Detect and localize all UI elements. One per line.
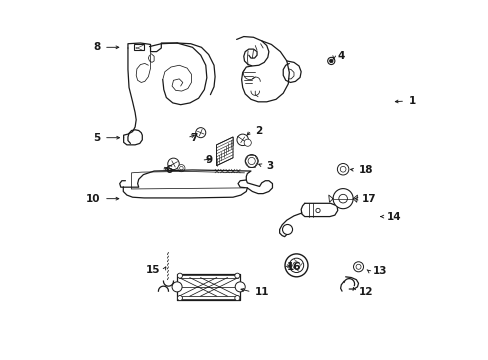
Text: 7: 7 bbox=[190, 133, 198, 143]
Circle shape bbox=[289, 258, 303, 273]
Circle shape bbox=[338, 194, 346, 203]
Text: 12: 12 bbox=[358, 287, 372, 297]
Circle shape bbox=[178, 165, 184, 172]
Text: 18: 18 bbox=[358, 165, 372, 175]
Text: 14: 14 bbox=[386, 212, 401, 221]
Text: 5: 5 bbox=[93, 133, 100, 143]
Text: 17: 17 bbox=[362, 194, 376, 204]
Text: 8: 8 bbox=[93, 42, 100, 52]
Circle shape bbox=[285, 254, 307, 277]
Text: 6: 6 bbox=[164, 165, 172, 175]
Circle shape bbox=[195, 128, 205, 138]
Circle shape bbox=[177, 296, 182, 301]
Circle shape bbox=[237, 134, 248, 145]
Text: 11: 11 bbox=[255, 287, 269, 297]
Circle shape bbox=[282, 225, 292, 234]
Bar bbox=[134, 44, 144, 50]
Circle shape bbox=[234, 296, 239, 301]
Text: 2: 2 bbox=[255, 126, 262, 135]
Circle shape bbox=[340, 166, 346, 172]
Text: 15: 15 bbox=[145, 265, 160, 275]
Circle shape bbox=[327, 57, 334, 64]
Polygon shape bbox=[216, 137, 233, 166]
Circle shape bbox=[337, 163, 348, 175]
Circle shape bbox=[167, 158, 179, 170]
Text: 3: 3 bbox=[265, 161, 273, 171]
Circle shape bbox=[353, 262, 363, 272]
Text: 10: 10 bbox=[86, 194, 100, 204]
Circle shape bbox=[355, 264, 360, 269]
Text: 9: 9 bbox=[204, 155, 212, 165]
Text: 13: 13 bbox=[372, 266, 386, 276]
Circle shape bbox=[234, 273, 239, 278]
Circle shape bbox=[292, 262, 300, 269]
Circle shape bbox=[177, 273, 182, 278]
Text: 4: 4 bbox=[337, 51, 345, 61]
Circle shape bbox=[172, 282, 182, 292]
Circle shape bbox=[179, 166, 183, 170]
Circle shape bbox=[315, 208, 320, 213]
Circle shape bbox=[244, 139, 251, 146]
Text: 1: 1 bbox=[408, 96, 415, 106]
Circle shape bbox=[329, 59, 332, 63]
Text: 16: 16 bbox=[286, 262, 301, 272]
Circle shape bbox=[332, 189, 352, 209]
Circle shape bbox=[235, 282, 244, 292]
Circle shape bbox=[244, 154, 258, 167]
Circle shape bbox=[247, 157, 255, 165]
